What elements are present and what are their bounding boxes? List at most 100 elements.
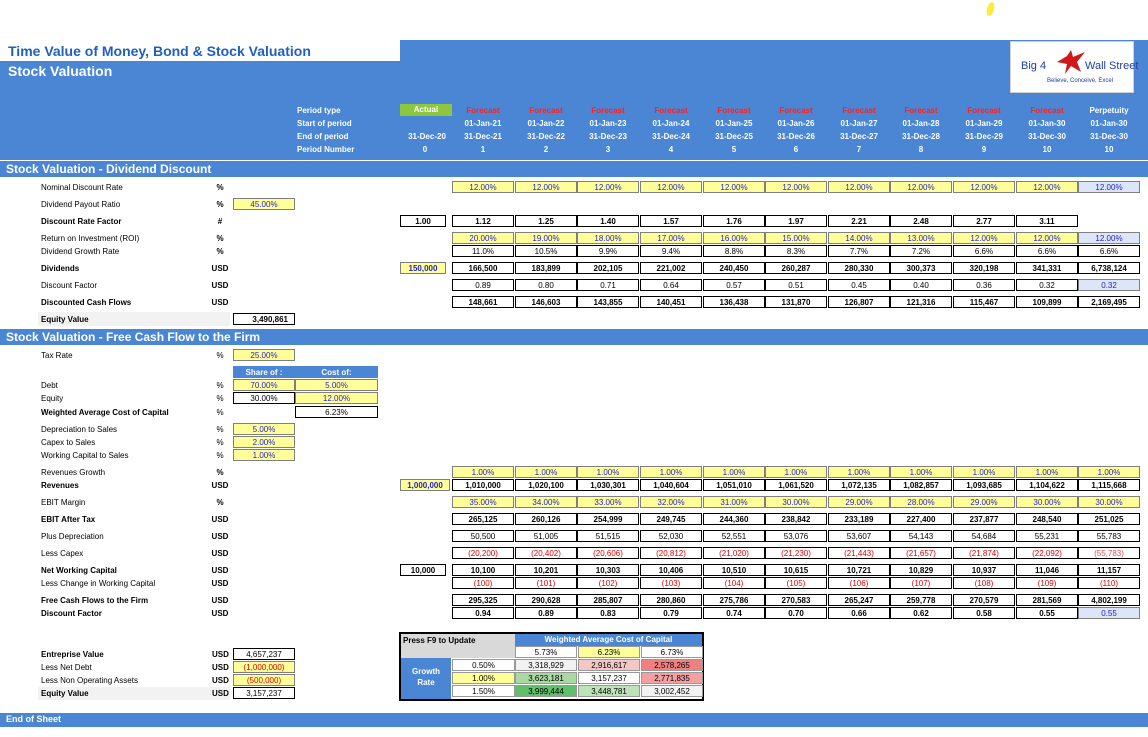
- forecast-value: 11,046: [1016, 564, 1078, 576]
- forecast-value[interactable]: 16.00%: [703, 232, 765, 244]
- forecast-value[interactable]: 12.00%: [828, 181, 890, 193]
- forecast-value[interactable]: 12.00%: [1078, 181, 1140, 193]
- capex-input[interactable]: 2.00%: [233, 436, 295, 448]
- forecast-value[interactable]: 14.00%: [828, 232, 890, 244]
- summary-unit: USD: [212, 663, 229, 672]
- forecast-value: 0.80: [515, 279, 577, 291]
- forecast-value[interactable]: 1.00%: [1016, 466, 1078, 478]
- summary-unit: USD: [212, 689, 229, 698]
- period-number: 6: [793, 145, 799, 154]
- sensitivity-cell: 2,771,835: [641, 672, 703, 684]
- row-label: Net Working Capital: [41, 566, 117, 575]
- forecast-value[interactable]: 15.00%: [765, 232, 827, 244]
- wc-input[interactable]: 1.00%: [233, 449, 295, 461]
- eagle-icon: [1057, 50, 1085, 74]
- forecast-value[interactable]: 1.00%: [765, 466, 827, 478]
- dep-input[interactable]: 5.00%: [233, 423, 295, 435]
- summary-unit: USD: [212, 676, 229, 685]
- summary-value[interactable]: (500,000): [233, 674, 295, 686]
- forecast-value: 249,745: [640, 513, 702, 525]
- forecast-value: (21,020): [703, 547, 765, 559]
- forecast-value: (106): [828, 577, 890, 589]
- forecast-value[interactable]: 29.00%: [953, 496, 1015, 508]
- wacc-unit: %: [216, 408, 224, 417]
- forecast-value: 290,628: [515, 594, 577, 606]
- forecast-value: 2.21: [828, 215, 890, 227]
- forecast-value[interactable]: 17.00%: [640, 232, 702, 244]
- forecast-value: 54,143: [890, 530, 952, 542]
- forecast-value: 221,002: [640, 262, 702, 274]
- equity-unit: %: [216, 394, 224, 403]
- forecast-value: 1,051,010: [703, 479, 765, 491]
- page-subtitle: Stock Valuation: [8, 63, 113, 79]
- press-f9-label: Press F9 to Update: [403, 636, 476, 645]
- forecast-value[interactable]: 28.00%: [890, 496, 952, 508]
- forecast-value[interactable]: 12.00%: [890, 181, 952, 193]
- forecast-value[interactable]: 1.00%: [703, 466, 765, 478]
- row-label: Dividend Payout Ratio: [41, 200, 121, 209]
- actual-value[interactable]: 150,000: [400, 262, 446, 274]
- forecast-value: 52,030: [640, 530, 702, 542]
- start-of-period: 01-Jan-27: [840, 119, 878, 128]
- forecast-value: 115,467: [953, 296, 1015, 308]
- forecast-value[interactable]: 1.00%: [640, 466, 702, 478]
- forecast-value[interactable]: 19.00%: [515, 232, 577, 244]
- forecast-value: 0.71: [577, 279, 639, 291]
- forecast-value[interactable]: 1.00%: [577, 466, 639, 478]
- forecast-value[interactable]: 30.00%: [765, 496, 827, 508]
- forecast-value: 10,721: [828, 564, 890, 576]
- forecast-value: 1,082,857: [890, 479, 952, 491]
- forecast-value[interactable]: 32.00%: [640, 496, 702, 508]
- forecast-value[interactable]: 30.00%: [1078, 496, 1140, 508]
- forecast-value[interactable]: 29.00%: [828, 496, 890, 508]
- forecast-value[interactable]: 12.00%: [515, 181, 577, 193]
- forecast-value[interactable]: 33.00%: [577, 496, 639, 508]
- forecast-value: 1,020,100: [515, 479, 577, 491]
- forecast-value[interactable]: 12.00%: [1016, 232, 1078, 244]
- debt-share-input[interactable]: 70.00%: [233, 379, 295, 391]
- capex-label: Capex to Sales: [41, 438, 96, 447]
- equity-value-label: Equity Value: [41, 315, 89, 324]
- row-input[interactable]: 45.00%: [233, 198, 295, 210]
- forecast-value[interactable]: 13.00%: [890, 232, 952, 244]
- forecast-value: 1,010,000: [452, 479, 514, 491]
- forecast-value: 2.48: [890, 215, 952, 227]
- forecast-value: 270,583: [765, 594, 827, 606]
- actual-value[interactable]: 1,000,000: [400, 479, 450, 491]
- debt-cost-input[interactable]: 5.00%: [295, 379, 378, 391]
- forecast-value[interactable]: 31.00%: [703, 496, 765, 508]
- forecast-value[interactable]: 12.00%: [577, 181, 639, 193]
- tax-rate-input[interactable]: 25.00%: [233, 349, 295, 361]
- forecast-value[interactable]: 34.00%: [515, 496, 577, 508]
- forecast-value[interactable]: 1.00%: [515, 466, 577, 478]
- forecast-value: 3.11: [1016, 215, 1078, 227]
- row-unit: USD: [211, 609, 229, 618]
- forecast-value[interactable]: 20.00%: [452, 232, 514, 244]
- forecast-value[interactable]: 18.00%: [577, 232, 639, 244]
- forecast-value[interactable]: 12.00%: [640, 181, 702, 193]
- forecast-value[interactable]: 1.00%: [1078, 466, 1140, 478]
- forecast-value[interactable]: 1.00%: [828, 466, 890, 478]
- page-title: Time Value of Money, Bond & Stock Valuat…: [8, 43, 311, 59]
- forecast-value[interactable]: 12.00%: [452, 181, 514, 193]
- tax-rate-label: Tax Rate: [41, 351, 73, 360]
- forecast-value[interactable]: 12.00%: [703, 181, 765, 193]
- summary-label: Less Net Debt: [41, 663, 92, 672]
- forecast-value[interactable]: 12.00%: [953, 181, 1015, 193]
- row-label: Less Capex: [41, 549, 84, 558]
- forecast-value[interactable]: 1.00%: [953, 466, 1015, 478]
- forecast-value[interactable]: 12.00%: [1078, 232, 1140, 244]
- forecast-value[interactable]: 12.00%: [1016, 181, 1078, 193]
- sensitivity-growth-value: 1.00%: [452, 672, 515, 684]
- decorative-mark: [985, 1, 996, 17]
- forecast-value[interactable]: 30.00%: [1016, 496, 1078, 508]
- forecast-value[interactable]: 12.00%: [953, 232, 1015, 244]
- actual-value: 1.00: [400, 215, 446, 227]
- forecast-value: (101): [515, 577, 577, 589]
- forecast-value[interactable]: 35.00%: [452, 496, 514, 508]
- summary-value[interactable]: (1,000,000): [233, 661, 295, 673]
- equity-cost-input[interactable]: 12.00%: [295, 392, 378, 404]
- forecast-value[interactable]: 1.00%: [890, 466, 952, 478]
- forecast-value[interactable]: 1.00%: [452, 466, 514, 478]
- forecast-value[interactable]: 12.00%: [765, 181, 827, 193]
